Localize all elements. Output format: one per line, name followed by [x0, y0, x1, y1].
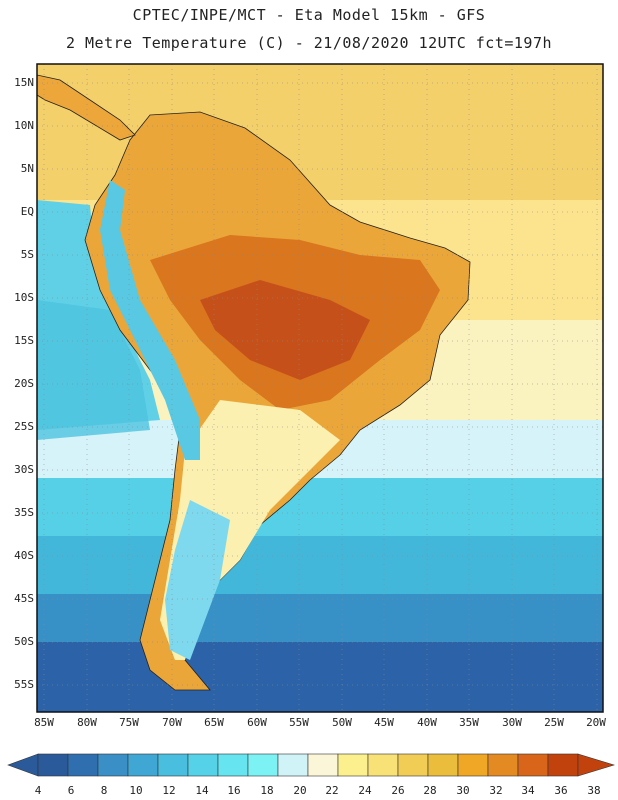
colorbar-swatch — [217, 753, 249, 777]
lon-label: 55W — [289, 716, 309, 729]
colorbar-swatch — [127, 753, 159, 777]
colorbar-swatch — [97, 753, 129, 777]
lat-label: 25S — [14, 420, 34, 433]
colorbar-swatch — [187, 753, 219, 777]
map-frame — [36, 63, 604, 713]
lon-label: 85W — [34, 716, 54, 729]
lat-label: 35S — [14, 506, 34, 519]
colorbar-swatch — [457, 753, 489, 777]
lat-label: 30S — [14, 463, 34, 476]
lon-label: 50W — [332, 716, 352, 729]
colorbar-label: 26 — [391, 784, 405, 797]
colorbar-swatch — [277, 753, 309, 777]
lon-label: 25W — [544, 716, 564, 729]
lat-label: 45S — [14, 592, 34, 605]
lat-label: 5N — [20, 162, 34, 175]
lat-label: 5S — [20, 248, 34, 261]
colorbar-swatch — [337, 753, 369, 777]
colorbar-label: 24 — [358, 784, 372, 797]
lon-label: 65W — [204, 716, 224, 729]
colorbar-swatch — [487, 753, 519, 777]
lat-label: 10N — [14, 119, 34, 132]
colorbar-swatch — [427, 753, 459, 777]
colorbar-swatch — [307, 753, 339, 777]
colorbar-arrow-high — [577, 753, 616, 777]
colorbar — [7, 753, 616, 777]
colorbar-swatch — [157, 753, 189, 777]
lat-label: 10S — [14, 291, 34, 304]
colorbar-label: 36 — [554, 784, 568, 797]
colorbar-label: 6 — [67, 784, 75, 797]
lat-label: 50S — [14, 635, 34, 648]
colorbar-label: 4 — [34, 784, 42, 797]
band-cold — [37, 594, 603, 644]
central-america-land — [37, 74, 136, 141]
lat-label: EQ — [20, 205, 34, 218]
colorbar-swatch — [397, 753, 429, 777]
colorbar-label: 30 — [456, 784, 470, 797]
temperature-field — [37, 64, 603, 712]
central-hottest — [200, 280, 370, 380]
colorbar-label: 10 — [129, 784, 143, 797]
lat-label: 15N — [14, 76, 34, 89]
map-title-line2: 2 Metre Temperature (C) - 21/08/2020 12U… — [65, 34, 553, 52]
lon-label: 20W — [586, 716, 606, 729]
colorbar-arrow-low — [7, 753, 39, 777]
colorbar-label: 8 — [100, 784, 108, 797]
colorbar-label: 18 — [260, 784, 274, 797]
band-coldest — [37, 642, 603, 712]
colorbar-swatch — [37, 753, 69, 777]
lon-label: 80W — [77, 716, 97, 729]
graticule — [37, 64, 603, 712]
lon-label: 40W — [417, 716, 437, 729]
lat-label: 55S — [14, 678, 34, 691]
colorbar-label: 22 — [325, 784, 339, 797]
lon-label: 75W — [119, 716, 139, 729]
lon-label: 60W — [247, 716, 267, 729]
map-title-line1: CPTEC/INPE/MCT - Eta Model 15km - GFS — [132, 6, 486, 24]
lon-label: 35W — [459, 716, 479, 729]
lat-label: 20S — [14, 377, 34, 390]
pacific-cooler — [37, 300, 150, 440]
colorbar-swatch — [247, 753, 279, 777]
lat-label: 15S — [14, 334, 34, 347]
lon-label: 30W — [502, 716, 522, 729]
colorbar-label: 38 — [587, 784, 601, 797]
colorbar-swatch — [367, 753, 399, 777]
colorbar-label: 32 — [489, 784, 503, 797]
band-mid — [37, 478, 603, 538]
colorbar-label: 16 — [227, 784, 241, 797]
lat-label: 40S — [14, 549, 34, 562]
colorbar-swatch — [517, 753, 549, 777]
andes-cold-strip — [100, 180, 200, 460]
lon-label: 45W — [374, 716, 394, 729]
colorbar-label: 20 — [293, 784, 307, 797]
colorbar-label: 12 — [162, 784, 176, 797]
colorbar-label: 14 — [195, 784, 209, 797]
colorbar-label: 28 — [423, 784, 437, 797]
colorbar-swatch — [547, 753, 579, 777]
lon-label: 70W — [162, 716, 182, 729]
band-cool — [37, 536, 603, 596]
colorbar-swatch — [67, 753, 99, 777]
colorbar-label: 34 — [521, 784, 535, 797]
